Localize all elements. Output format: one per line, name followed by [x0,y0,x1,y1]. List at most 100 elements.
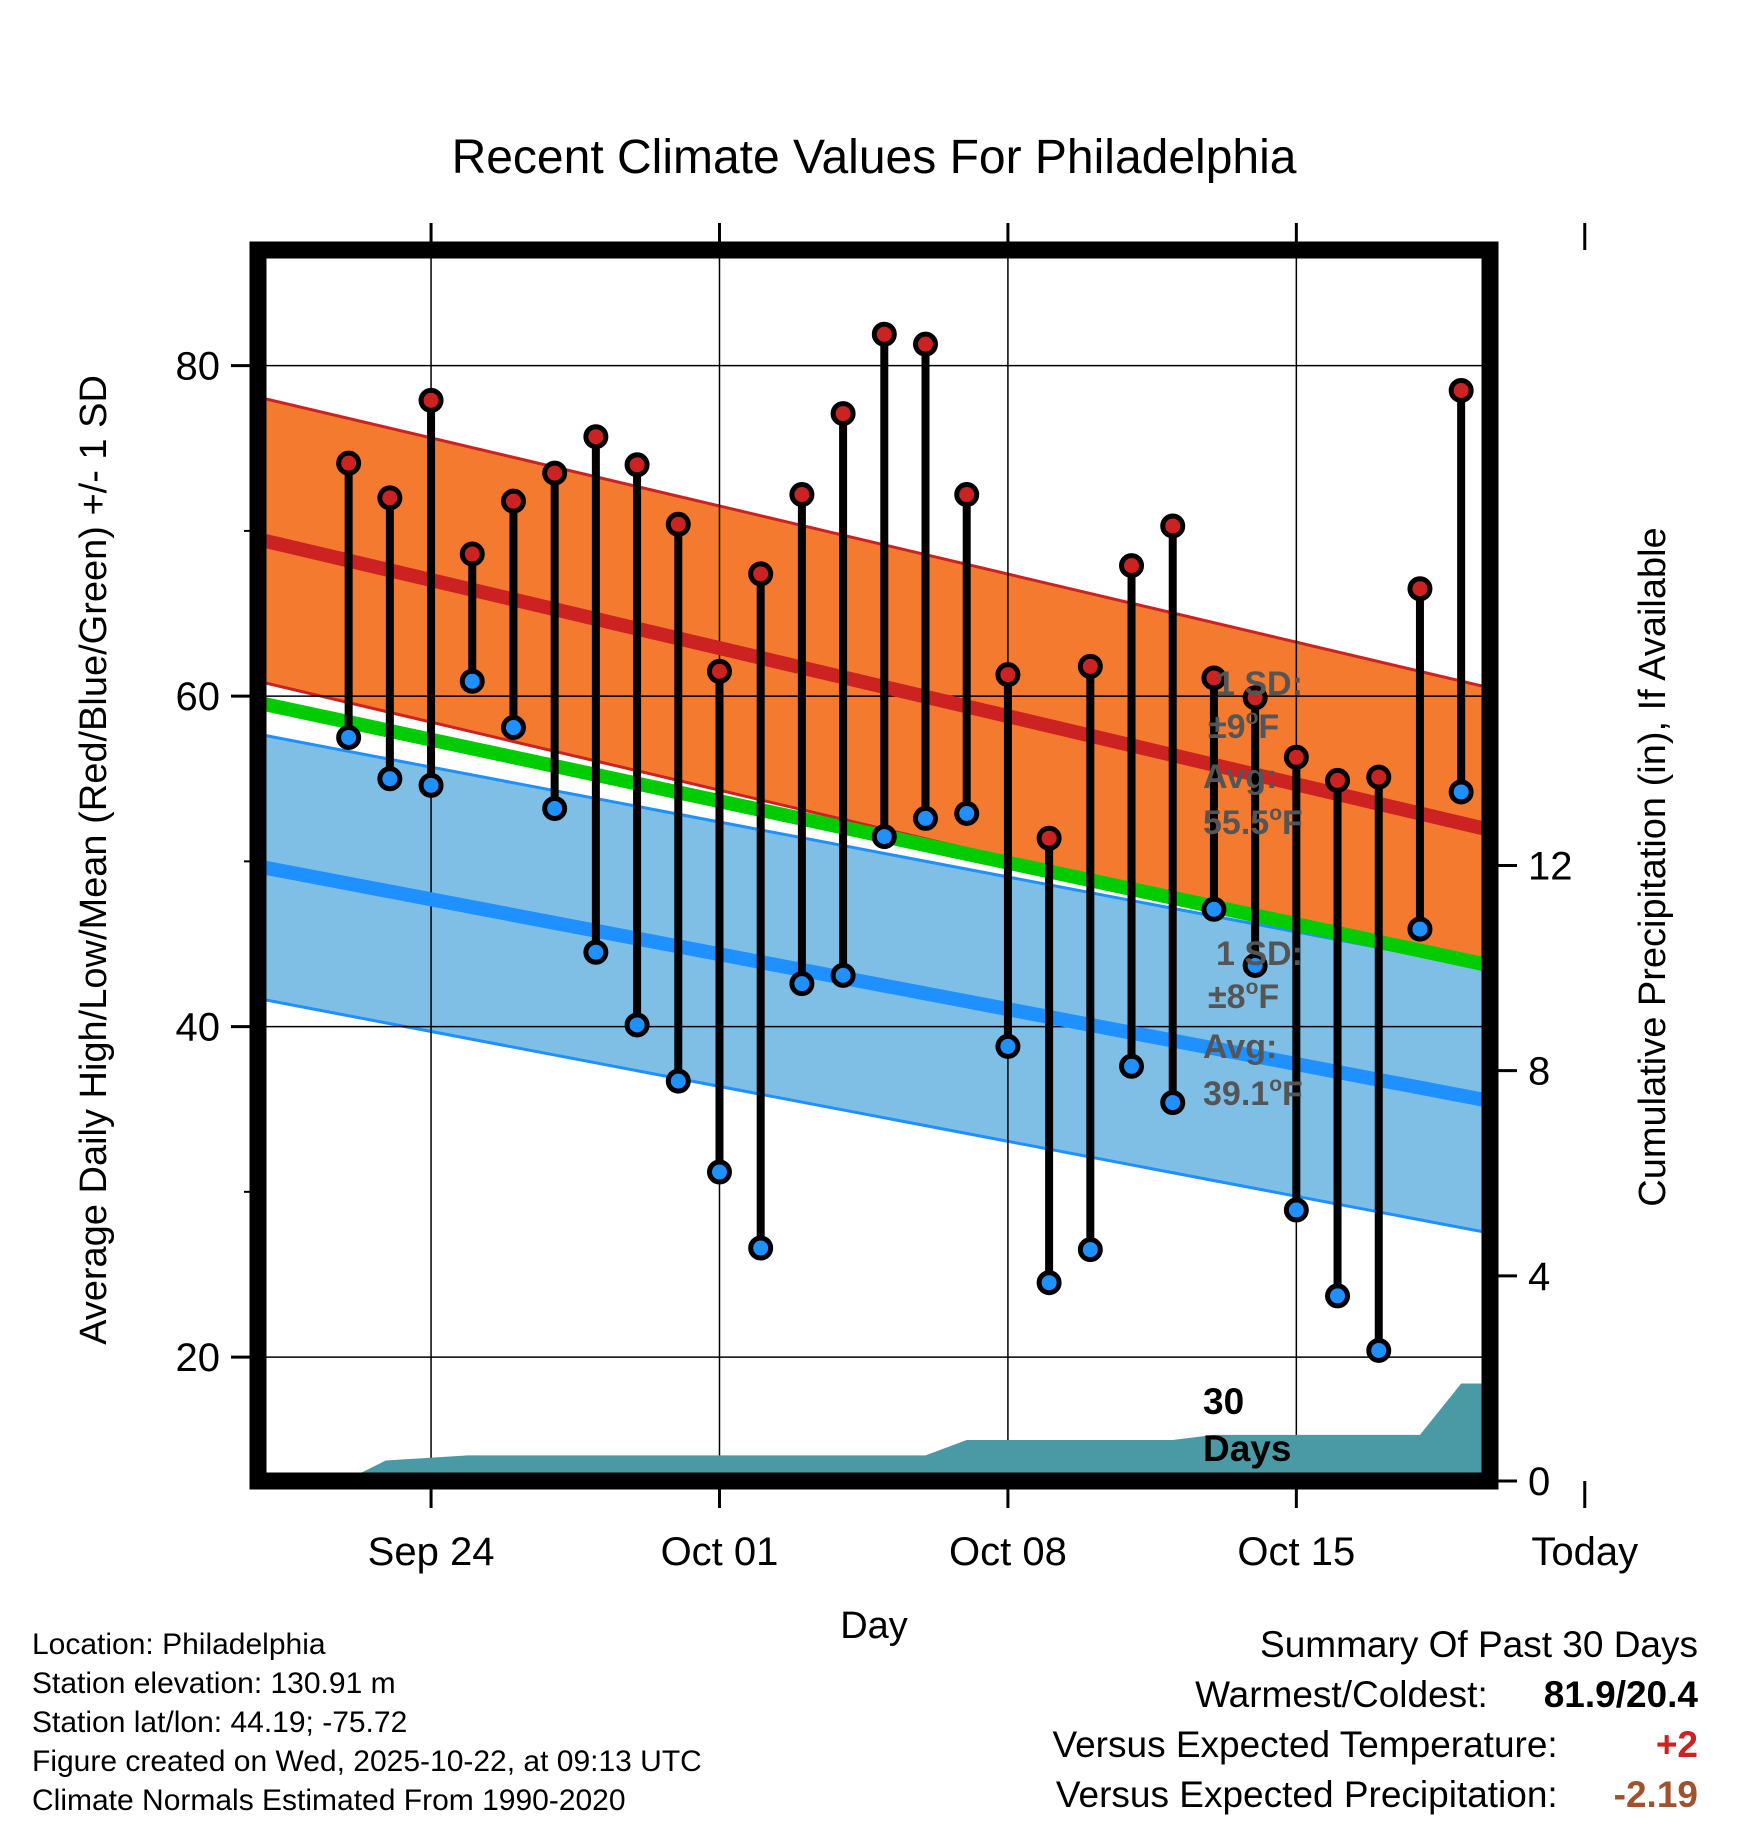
elevation-text: Station elevation: 130.91 m [32,1667,396,1700]
y2-tick-label: 12 [1528,845,1573,889]
high-normal-line [258,532,1490,837]
unit-label: F [1282,804,1303,842]
today-high-avg-marker [1572,757,1598,783]
daily-high-marker [789,482,815,508]
daily-low-marker [1283,1197,1309,1223]
degree-symbol: o [1269,1073,1282,1096]
unit-label: F [1282,1075,1303,1113]
daily-high-marker [1366,764,1392,790]
daily-low-marker [995,1033,1021,1059]
daily-high-marker [748,561,774,587]
y2-tick-label: 4 [1528,1255,1550,1299]
y2-tick-label: 8 [1528,1050,1550,1094]
daily-high-marker [1407,576,1433,602]
daily-high-marker [913,331,939,357]
created-text: Figure created on Wed, 2025-10-22, at 09… [32,1745,702,1778]
location-text: Location: Philadelphia [32,1628,326,1661]
y-tick-label: 80 [176,345,221,389]
daily-low-marker [624,1012,650,1038]
precip-value: -2.19 [1613,1774,1698,1815]
y-axis-label: Average Daily High/Low/Mean (Red/Blue/Gr… [73,375,115,1345]
low-avg-label: Avg: [1203,1028,1277,1066]
degree-symbol: o [1246,706,1259,729]
x-axis-label: Day [840,1605,908,1647]
temp-value: +2 [1655,1724,1698,1765]
daily-low-marker [459,668,485,694]
summary-panel: Summary Of Past 30 Days Warmest/Coldest:… [938,1620,1698,1820]
low-sd-number: ±8 [1208,978,1246,1016]
daily-high-marker [500,488,526,514]
daily-low-marker [1201,896,1227,922]
y-tick-label: 20 [176,1336,221,1380]
warm-cold-value: 81.9/20.4 [1543,1674,1698,1715]
summary-precipitation: Versus Expected Precipitation: -2.19 [938,1770,1698,1820]
daily-low-marker [1325,1283,1351,1309]
low-sd-value: ±8oF [1208,976,1279,1016]
plot-area: 1 SD: ±9oF Avg: 55.5oF 1 SD: ±8oF Avg: 3… [258,250,1598,1481]
daily-low-marker [542,795,568,821]
daily-high-marker [706,658,732,684]
y2-axis-label: Cumulative Precipitation (in), If Availa… [1632,527,1674,1206]
summary-warm-cold: Warmest/Coldest: 81.9/20.4 [938,1670,1698,1720]
daily-high-marker [1283,744,1309,770]
precipitation-area [299,1383,1490,1481]
daily-high-marker [1160,513,1186,539]
today-markers [1572,757,1598,1054]
today-low-avg-marker [1572,1028,1598,1054]
x-tick-label: Oct 08 [949,1530,1067,1574]
daily-low-marker [336,724,362,750]
low-sd-label: 1 SD: [1216,935,1303,973]
warm-cold-label: Warmest/Coldest: [1195,1674,1488,1715]
high-avg-value: 55.5oF [1203,802,1303,842]
daily-high-marker [830,401,856,427]
daily-low-marker [1119,1053,1145,1079]
daily-low-marker [1160,1090,1186,1116]
daily-high-marker [1077,653,1103,679]
daily-high-marker [418,387,444,413]
daily-low-marker [1448,779,1474,805]
daily-low-marker [1077,1237,1103,1263]
daily-high-marker [1201,665,1227,691]
unit-label: F [1258,708,1279,746]
daily-low-marker [954,800,980,826]
y-tick-label: 40 [176,1006,221,1050]
daily-high-marker [954,482,980,508]
x-tick-label: Today [1531,1530,1638,1574]
latlon-text: Station lat/lon: 44.19; -75.72 [32,1706,408,1739]
x-tick-label: Sep 24 [368,1530,495,1574]
daily-low-marker [583,939,609,965]
chart-title: Recent Climate Values For Philadelphia [452,131,1297,184]
daily-high-marker [336,450,362,476]
daily-low-marker [871,824,897,850]
daily-high-marker [1119,553,1145,579]
daily-high-marker [542,460,568,486]
daily-high-marker [665,511,691,537]
daily-low-marker [1242,952,1268,978]
daily-low-marker [1534,1103,1554,1123]
daily-low-marker [1366,1337,1392,1363]
station-metadata: Location: Philadelphia Station elevation… [32,1625,702,1820]
degree-symbol: o [1269,802,1282,825]
low-normal-line [258,859,1490,1108]
high-avg-number: 55.5 [1203,804,1269,842]
daily-high-marker [1448,377,1474,403]
high-sd-number: ±9 [1208,708,1246,746]
low-avg-value: 39.1oF [1203,1073,1303,1113]
daily-markers [336,321,1554,1363]
daily-low-marker [748,1235,774,1261]
y2-tick-label: 0 [1528,1460,1550,1504]
window-unit-label: Days [1203,1428,1291,1469]
x-tick-label: Oct 15 [1237,1530,1355,1574]
daily-high-marker [1036,825,1062,851]
daily-high-marker [1242,685,1268,711]
window-length-label: 30 [1203,1381,1244,1422]
daily-low-marker [1407,916,1433,942]
temp-label: Versus Expected Temperature: [1052,1724,1558,1765]
summary-title: Summary Of Past 30 Days [1260,1624,1698,1665]
daily-high-marker [583,424,609,450]
daily-high-marker [624,452,650,478]
x-tick-label: Oct 01 [661,1530,779,1574]
daily-high-marker [995,662,1021,688]
